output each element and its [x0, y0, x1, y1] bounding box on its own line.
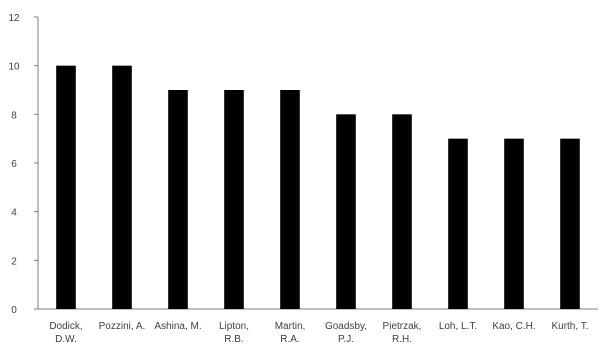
x-tick-label-line: Loh, L.T. [439, 321, 477, 332]
x-tick-label-line: Kao, C.H. [492, 321, 535, 332]
x-tick-label: Kurth, T. [551, 321, 588, 332]
x-tick-label: Ashina, M. [154, 321, 201, 332]
x-tick-label-line: Dodick, [49, 321, 82, 332]
x-tick-label-line: Pozzini, A. [99, 321, 146, 332]
y-tick-label: 4 [11, 208, 17, 219]
bar [112, 65, 132, 310]
y-tick-label: 12 [8, 13, 20, 24]
x-tick-label-line: Pietrzak, [383, 321, 422, 332]
bar [448, 138, 468, 309]
bar [504, 138, 524, 309]
bar [280, 90, 300, 309]
y-tick-label: 8 [11, 110, 17, 121]
x-tick-label-line: Kurth, T. [551, 321, 588, 332]
y-tick-label: 10 [8, 62, 20, 73]
x-tick-label-line: Lipton, [219, 321, 249, 332]
category-labels: Dodick, D.W. Pozzini, A. Ashina, M. Lipton, R… [49, 321, 588, 345]
x-tick-label-line: Martin, [275, 321, 306, 332]
x-tick-label: Pietrzak, R.H. [383, 321, 422, 345]
x-tick-label-line: Ashina, M. [154, 321, 201, 332]
x-tick-label-line: D.W. [55, 334, 77, 345]
x-tick-label-line: R.A. [280, 334, 299, 345]
x-tick-label: Pozzini, A. [99, 321, 146, 332]
x-tick-label: Dodick, D.W. [49, 321, 82, 345]
bars [56, 65, 580, 310]
x-tick-label: Goadsby, P.J. [325, 321, 367, 345]
bar [224, 90, 244, 309]
x-tick-label: Kao, C.H. [492, 321, 535, 332]
x-tick-label-line: R.B. [224, 334, 243, 345]
y-axis: 0 2 4 6 8 10 12 [8, 13, 39, 316]
y-tick-label: 6 [11, 159, 17, 170]
y-tick-label: 0 [11, 305, 17, 316]
x-tick-label: Lipton, R.B. [219, 321, 249, 345]
x-tick-label: Martin, R.A. [275, 321, 306, 345]
bar [336, 114, 356, 309]
y-tick-label: 2 [11, 256, 17, 267]
bar [560, 138, 580, 309]
x-tick-label-line: R.H. [392, 334, 412, 345]
x-tick-label-line: P.J. [338, 334, 354, 345]
bar [392, 114, 412, 309]
bar [56, 65, 76, 310]
bar [168, 90, 188, 309]
x-tick-label: Loh, L.T. [439, 321, 477, 332]
x-tick-label-line: Goadsby, [325, 321, 367, 332]
